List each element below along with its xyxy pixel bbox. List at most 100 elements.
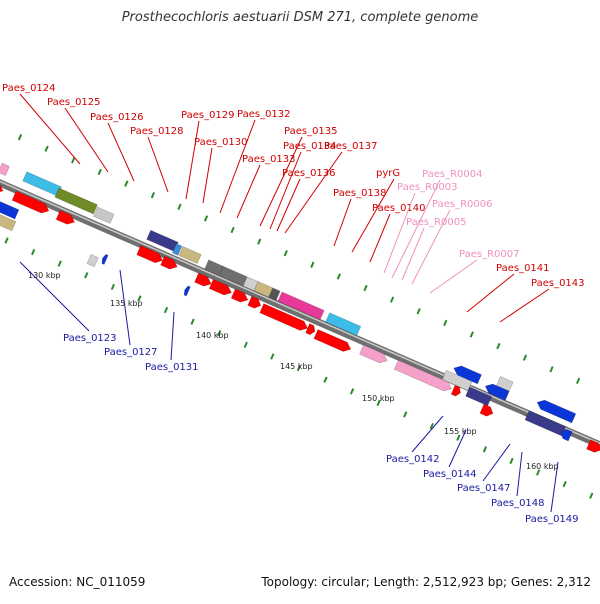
gene-label-top: Paes_0143 <box>531 278 585 289</box>
leader-line <box>236 164 261 219</box>
gene-label-top: Paes_0128 <box>130 126 184 137</box>
leader-line <box>147 136 169 193</box>
gene-arrow <box>160 255 178 270</box>
gene-arrow <box>0 205 17 232</box>
tick-mark <box>163 306 169 314</box>
tick-mark <box>190 318 195 325</box>
gene-label-top: Paes_0124 <box>2 83 56 94</box>
gene-arrow <box>465 386 493 407</box>
tick-mark <box>84 272 89 279</box>
gene-label-top: Paes_0138 <box>333 188 387 199</box>
gene-label-top: Paes_0126 <box>90 112 144 123</box>
gene-label-top: Paes_0132 <box>237 109 291 120</box>
leader-line <box>284 151 343 234</box>
gene-arrow <box>247 295 262 309</box>
gene-label-top: Paes_R0007 <box>459 249 519 260</box>
leader-line <box>119 269 131 346</box>
gene-arrow <box>393 359 452 392</box>
tick-mark <box>310 261 315 268</box>
leader-line <box>429 259 478 294</box>
tick-mark <box>203 215 209 222</box>
tick-mark <box>535 469 541 476</box>
gene-arrow <box>242 276 259 292</box>
gene-label-bottom: Paes_0148 <box>491 498 545 509</box>
tick-mark <box>150 192 156 199</box>
scale-label: 135 kbp <box>110 299 143 308</box>
gene-label-bottom: Paes_0147 <box>457 483 511 494</box>
leader-line <box>259 136 303 227</box>
leader-line <box>411 415 444 453</box>
gene-label-top: Paes_0137 <box>324 141 378 152</box>
gene-label-bottom: Paes_0131 <box>145 362 199 373</box>
leader-line <box>401 227 425 281</box>
gene-arrow <box>194 272 212 287</box>
gene-arrow <box>479 403 494 417</box>
gene-label-top: Paes_R0004 <box>422 169 482 180</box>
leader-line <box>64 107 109 173</box>
leader-line <box>411 209 451 285</box>
tick-mark <box>363 284 368 292</box>
tick-mark <box>562 480 567 488</box>
gene-label-bottom: Paes_0142 <box>386 454 440 465</box>
tick-mark <box>349 388 355 395</box>
gene-arrow <box>496 376 514 392</box>
tick-mark <box>509 457 514 465</box>
gene-arrow <box>277 291 325 320</box>
tick-mark <box>522 354 528 361</box>
leader-line <box>170 311 175 361</box>
gene-label-top: Paes_R0005 <box>406 217 466 228</box>
tick-mark <box>257 238 262 245</box>
scale-label: 160 kbp <box>526 462 559 471</box>
gene-arrow <box>313 329 352 352</box>
leader-line <box>19 261 90 332</box>
tick-mark <box>243 341 248 349</box>
gene-label-top: Paes_R0003 <box>397 182 457 193</box>
gene-arrow <box>586 439 600 453</box>
tick-mark <box>403 411 408 418</box>
leader-line <box>107 122 135 182</box>
gene-label-top: Paes_0134 <box>283 141 337 152</box>
leader-line <box>516 451 523 497</box>
gene-arrow <box>101 253 109 265</box>
tick-mark <box>4 237 9 244</box>
tick-mark <box>97 168 102 176</box>
gene-label-top: Paes_0141 <box>496 263 550 274</box>
gene-arrow <box>55 209 76 225</box>
gene-label-top: Paes_0135 <box>284 126 338 137</box>
map-title: Prosthecochloris aestuarii DSM 271, comp… <box>121 10 479 25</box>
gene-label-top: Paes_0136 <box>282 168 336 179</box>
leader-line <box>185 120 200 200</box>
tick-mark <box>482 446 488 453</box>
gene-arrow <box>441 369 473 392</box>
tick-mark <box>389 296 395 303</box>
tick-mark <box>124 180 129 187</box>
gene-arrow <box>536 399 577 424</box>
tick-mark <box>57 260 62 267</box>
tick-mark <box>177 203 182 210</box>
accession-text: Accession: NC_011059 <box>9 575 146 589</box>
tick-mark <box>576 377 581 385</box>
scale-label: 155 kbp <box>444 427 477 436</box>
leader-line <box>550 461 559 513</box>
tick-mark <box>230 226 235 234</box>
leader-line <box>351 178 395 253</box>
gene-arrow <box>560 429 573 442</box>
tick-mark <box>376 399 381 407</box>
leader-line <box>276 178 301 232</box>
leader-line <box>391 179 441 279</box>
gene-label-top: pyrG <box>376 168 400 179</box>
gene-arrow <box>0 162 10 176</box>
gene-label-top: Paes_0130 <box>194 137 248 148</box>
leader-line <box>383 192 416 274</box>
leader-line <box>466 273 515 313</box>
tick-mark <box>336 273 342 280</box>
topology-text: Topology: circular; Length: 2,512,923 bp… <box>261 575 591 589</box>
gene-arrow <box>172 243 183 256</box>
tick-mark <box>71 157 76 164</box>
gene-label-bottom: Paes_0127 <box>104 347 158 358</box>
tick-mark <box>416 308 421 315</box>
gene-label-top: Paes_0133 <box>242 154 296 165</box>
leader-line <box>269 151 302 230</box>
gene-arrow <box>0 196 20 220</box>
tick-mark <box>323 376 328 383</box>
